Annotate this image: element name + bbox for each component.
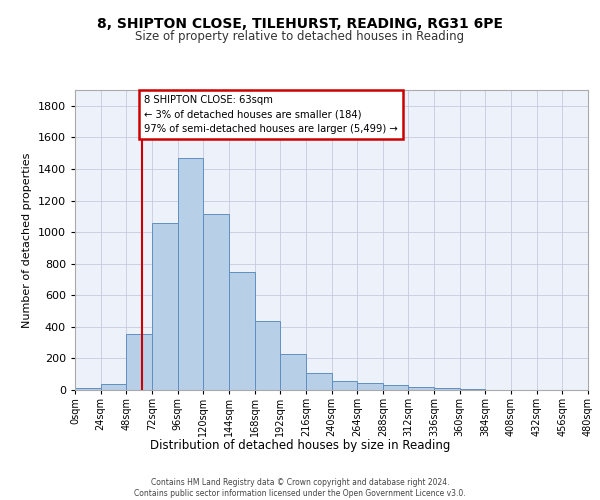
Text: Size of property relative to detached houses in Reading: Size of property relative to detached ho… bbox=[136, 30, 464, 43]
Bar bbox=[357, 383, 383, 390]
Bar bbox=[229, 272, 254, 390]
Bar bbox=[127, 334, 152, 390]
Text: 8 SHIPTON CLOSE: 63sqm
← 3% of detached houses are smaller (184)
97% of semi-det: 8 SHIPTON CLOSE: 63sqm ← 3% of detached … bbox=[145, 94, 398, 134]
Bar bbox=[409, 387, 434, 390]
Bar bbox=[101, 384, 127, 390]
Bar bbox=[331, 382, 357, 390]
Bar bbox=[460, 389, 485, 390]
Text: Distribution of detached houses by size in Reading: Distribution of detached houses by size … bbox=[150, 440, 450, 452]
Bar bbox=[203, 214, 229, 390]
Bar bbox=[306, 372, 331, 390]
Bar bbox=[383, 386, 409, 390]
Bar bbox=[178, 158, 203, 390]
Bar bbox=[152, 222, 178, 390]
Bar bbox=[434, 388, 460, 390]
Bar bbox=[75, 388, 101, 390]
Text: Contains HM Land Registry data © Crown copyright and database right 2024.
Contai: Contains HM Land Registry data © Crown c… bbox=[134, 478, 466, 498]
Bar bbox=[254, 322, 280, 390]
Text: 8, SHIPTON CLOSE, TILEHURST, READING, RG31 6PE: 8, SHIPTON CLOSE, TILEHURST, READING, RG… bbox=[97, 18, 503, 32]
Y-axis label: Number of detached properties: Number of detached properties bbox=[22, 152, 32, 328]
Bar bbox=[280, 354, 306, 390]
